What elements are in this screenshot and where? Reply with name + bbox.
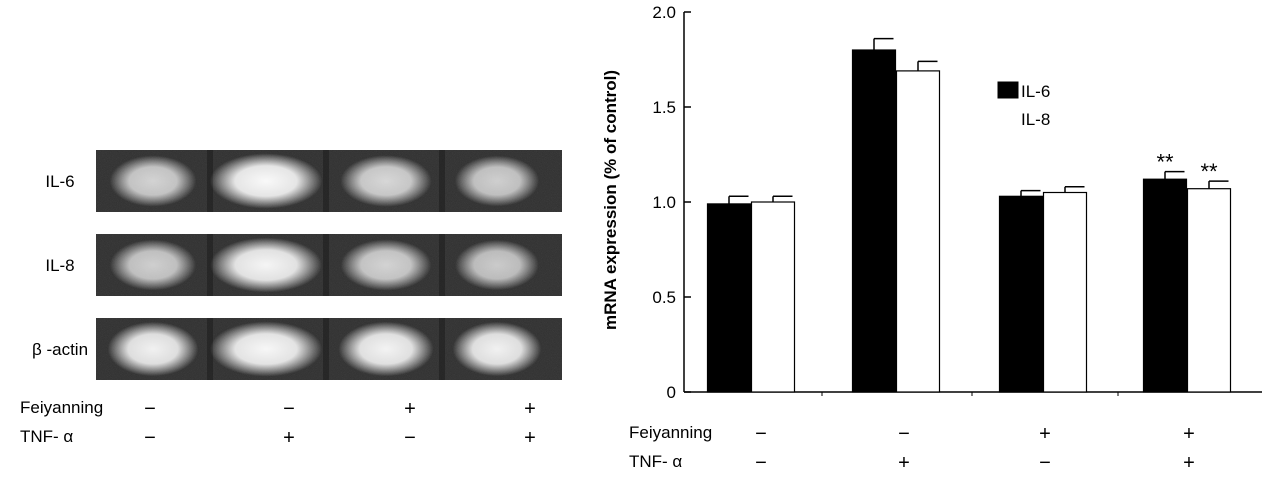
bar [1142, 178, 1188, 393]
gel-band [452, 321, 542, 377]
legend-label: IL-6 [1021, 82, 1050, 101]
bar [998, 195, 1044, 393]
treatment-label: TNF- α [629, 452, 682, 471]
treatment-sign: + [283, 427, 295, 449]
treatment-label: TNF- α [20, 427, 73, 446]
y-tick-label: 1.0 [652, 193, 676, 212]
gel-band [454, 155, 540, 207]
bar [851, 49, 897, 393]
lane-separator [207, 234, 213, 296]
bar [1042, 191, 1088, 393]
gel-band [340, 155, 432, 207]
treatment-label: Feiyanning [20, 398, 103, 417]
significance-marker: ** [1156, 150, 1174, 175]
gel-band [107, 321, 199, 377]
bar [895, 70, 941, 393]
y-tick-label: 1.5 [652, 98, 676, 117]
treatment-sign: − [755, 452, 767, 474]
gel-band [109, 155, 197, 207]
treatment-sign: + [1039, 423, 1051, 445]
gel-band [455, 239, 539, 291]
bar [750, 201, 796, 393]
chart-legend: IL-6 IL-8 [997, 81, 1050, 129]
lane-separator [439, 318, 445, 380]
lane-separator [323, 150, 329, 212]
gel-row-label: IL-6 [45, 172, 74, 191]
gel-panel: IL-6 IL-8 β -actin Feiyanning − − + + TNF- α − + −… [20, 150, 562, 449]
lane-separator [323, 234, 329, 296]
bar [1186, 188, 1232, 393]
treatment-sign: − [404, 427, 416, 449]
legend-label: IL-8 [1021, 110, 1050, 129]
y-tick-label: 0 [667, 383, 676, 402]
chart-panel: mRNA expression (% of control) 0 0.5 1.0 1.… [601, 3, 1262, 474]
treatment-sign: − [283, 398, 295, 420]
gel-band [209, 153, 323, 209]
legend-swatch [997, 81, 1019, 99]
significance-marker: ** [1200, 159, 1218, 184]
lane-separator [323, 318, 329, 380]
lane-separator [439, 150, 445, 212]
treatment-sign: + [1183, 423, 1195, 445]
gel-band [209, 321, 323, 377]
treatment-sign: − [755, 423, 767, 445]
treatment-sign: − [144, 398, 156, 420]
gel-band [109, 239, 197, 291]
treatment-sign: + [524, 427, 536, 449]
treatment-sign: + [898, 452, 910, 474]
y-axis-label: mRNA expression (% of control) [601, 70, 620, 330]
chart-treatments: Feiyanning − − + + TNF- α − + − + [629, 423, 1195, 474]
y-tick-label: 2.0 [652, 3, 676, 22]
treatment-sign: + [404, 398, 416, 420]
bar [706, 203, 752, 393]
treatment-sign: + [1183, 452, 1195, 474]
chart-bars: ** ** [706, 37, 1232, 393]
legend-swatch [998, 110, 1018, 126]
treatment-sign: − [1039, 452, 1051, 474]
gel-band [338, 321, 434, 377]
y-tick-label: 0.5 [652, 288, 676, 307]
gel-treatments: Feiyanning − − + + TNF- α − + − + [20, 398, 536, 449]
lane-separator [439, 234, 445, 296]
treatment-sign: − [144, 427, 156, 449]
treatment-sign: + [524, 398, 536, 420]
gel-band [340, 239, 432, 291]
gel-row-label: IL-8 [45, 256, 74, 275]
gel-row-label: β -actin [32, 340, 88, 359]
gel-rows: IL-6 IL-8 β -actin [32, 150, 562, 380]
treatment-sign: − [898, 423, 910, 445]
treatment-label: Feiyanning [629, 423, 712, 442]
gel-band [210, 237, 322, 293]
